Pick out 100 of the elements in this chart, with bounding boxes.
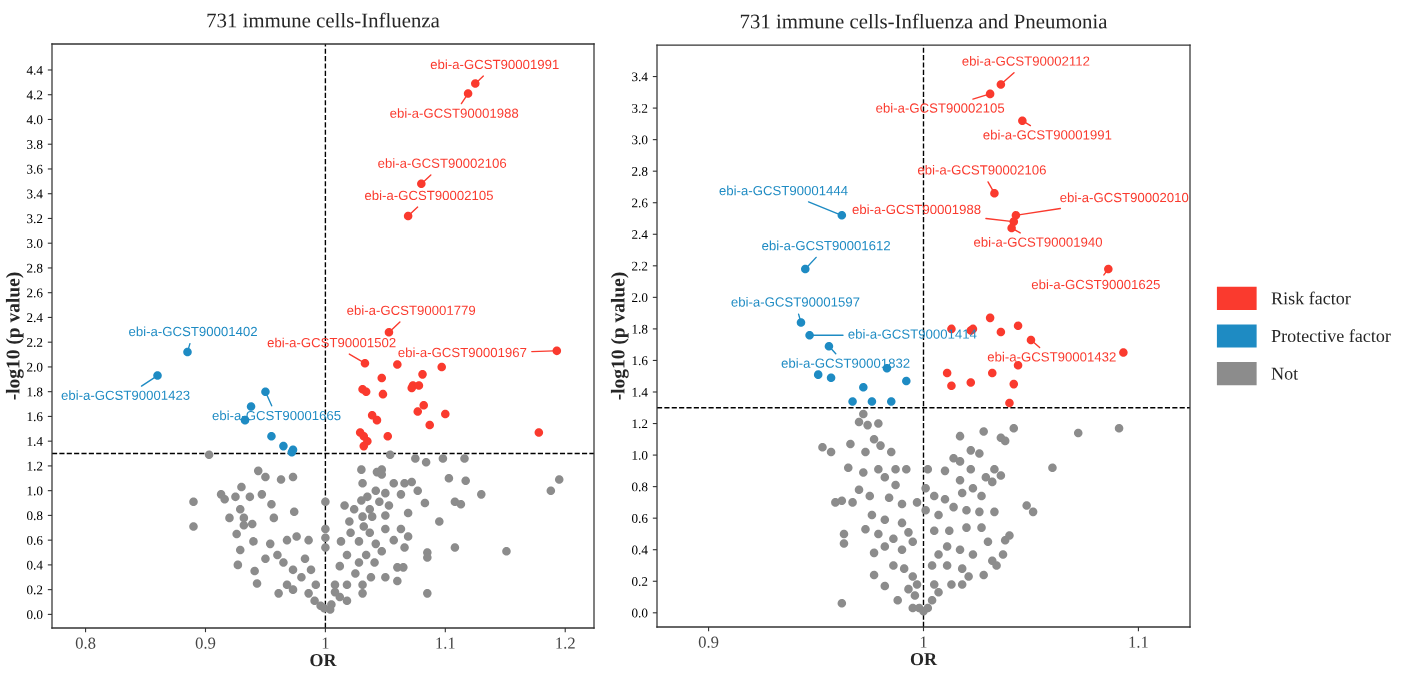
- point: [384, 328, 394, 337]
- y-tick-label: 2.0: [27, 362, 43, 372]
- y-tick-label: 3.0: [27, 239, 43, 248]
- y-tick-label: 2.2: [632, 261, 648, 271]
- point: [378, 389, 388, 399]
- point: [359, 441, 369, 451]
- y-tick-label: 0.2: [631, 577, 648, 587]
- annotation: ebi-a-GCST90001832: [781, 358, 910, 368]
- point: [801, 264, 810, 274]
- point: [1104, 264, 1113, 274]
- x-tick-label: 0.9: [698, 636, 719, 648]
- y-tick-label: 2.2: [27, 338, 43, 347]
- y-tick-label: 2.4: [27, 313, 43, 323]
- y-tick-label: 2.8: [27, 263, 43, 273]
- point: [360, 358, 370, 368]
- annotation: ebi-a-GCST90001988: [390, 108, 519, 118]
- y-tick-label: 0.8: [631, 482, 648, 492]
- point: [990, 188, 999, 198]
- x-tick-label: 1.1: [436, 637, 455, 649]
- point: [947, 381, 956, 390]
- y-tick-label: 3.2: [27, 214, 43, 224]
- point: [183, 347, 192, 357]
- y-tick-label: 2.8: [632, 166, 648, 176]
- y-tick-label: 1.6: [632, 356, 648, 366]
- annotation: ebi-a-GCST90001597: [731, 297, 860, 307]
- y-tick-label: 4.2: [26, 90, 43, 100]
- y-tick-label: 1.4: [632, 387, 648, 397]
- point: [414, 381, 424, 390]
- y-tick-label: 1.0: [632, 450, 648, 460]
- x-tick-label: 0.9: [195, 637, 216, 649]
- point: [393, 360, 402, 369]
- x-tick-label: 1: [920, 636, 927, 648]
- y-tick-label: 0.0: [631, 608, 648, 618]
- x-axis-title: OR: [310, 654, 337, 667]
- y-tick-label: 1.6: [27, 412, 43, 422]
- annotation: ebi-a-GCST90002105: [364, 190, 493, 201]
- annotation: ebi-a-GCST90001988: [852, 204, 981, 215]
- point: [824, 341, 834, 351]
- y-tick-label: 1.4: [27, 437, 43, 446]
- y-tick-label: 1.2: [27, 461, 43, 471]
- point: [1018, 116, 1027, 125]
- annotation: ebi-a-GCST90002106: [378, 158, 507, 168]
- y-tick-label: 3.6: [27, 164, 43, 174]
- point: [1119, 348, 1128, 357]
- point: [383, 431, 393, 441]
- x-axis-title: OR: [910, 653, 938, 666]
- y-tick-label: 2.6: [27, 288, 43, 298]
- point: [1007, 223, 1016, 233]
- point: [796, 318, 806, 327]
- y-tick-label: 2.4: [632, 230, 648, 240]
- x-tick-label: 1: [322, 637, 329, 649]
- y-tick-label: 4.4: [26, 65, 43, 75]
- legend-label: Protective factor: [1271, 329, 1391, 343]
- chart-title: 731 immune cells-Influenza and Pneumonia: [740, 13, 1108, 29]
- point: [996, 327, 1006, 337]
- x-tick-label: 0.8: [75, 637, 96, 649]
- annotation: ebi-a-GCST90001432: [987, 351, 1116, 362]
- annotation: ebi-a-GCST90002112: [962, 56, 1090, 66]
- y-tick-label: 3.8: [27, 140, 43, 149]
- annotation: ebi-a-GCST90002106: [917, 164, 1046, 175]
- point: [837, 211, 847, 220]
- y-tick-label: 3.4: [632, 72, 648, 82]
- annotation: ebi-a-GCST90001612: [762, 240, 891, 251]
- point: [361, 387, 371, 396]
- point: [942, 368, 952, 378]
- y-axis-title: -log10 (p value): [5, 272, 24, 400]
- annotation: ebi-a-GCST90001625: [1031, 279, 1160, 290]
- y-tick-label: 0.6: [631, 513, 648, 523]
- point: [859, 382, 868, 392]
- legend-label: Risk factor: [1271, 291, 1351, 305]
- point: [826, 373, 836, 383]
- y-tick-label: 0.4: [26, 560, 43, 570]
- point: [867, 397, 877, 406]
- legend-label: Not: [1271, 367, 1299, 380]
- point: [417, 179, 426, 189]
- annotation: ebi-a-GCST90001940: [974, 237, 1103, 247]
- y-tick-label: 3.4: [27, 189, 43, 199]
- y-tick-label: 2.0: [632, 293, 648, 303]
- y-tick-label: 0.2: [26, 585, 43, 595]
- y-tick-label: 1.8: [632, 324, 648, 334]
- y-tick-label: 1.8: [27, 387, 43, 397]
- y-tick-label: 0.6: [26, 535, 43, 545]
- point: [805, 330, 814, 340]
- point: [966, 378, 976, 387]
- point: [425, 420, 434, 430]
- y-tick-label: 1.2: [632, 419, 648, 429]
- annotation: ebi-a-GCST90002105: [876, 103, 1005, 113]
- y-tick-label: 2.6: [632, 198, 648, 208]
- annotation: ebi-a-GCST90001502: [267, 337, 396, 348]
- y-tick-label: 3.0: [632, 135, 648, 145]
- point: [848, 397, 857, 406]
- annotation: ebi-a-GCST90001402: [129, 326, 257, 337]
- y-tick-label: 0.4: [631, 545, 648, 555]
- point: [153, 371, 162, 380]
- point: [261, 387, 270, 396]
- x-tick-label: 1.1: [1129, 636, 1148, 648]
- point: [267, 431, 276, 441]
- annotation: ebi-a-GCST90002010: [1060, 192, 1189, 203]
- point: [372, 415, 382, 425]
- point: [1013, 321, 1023, 331]
